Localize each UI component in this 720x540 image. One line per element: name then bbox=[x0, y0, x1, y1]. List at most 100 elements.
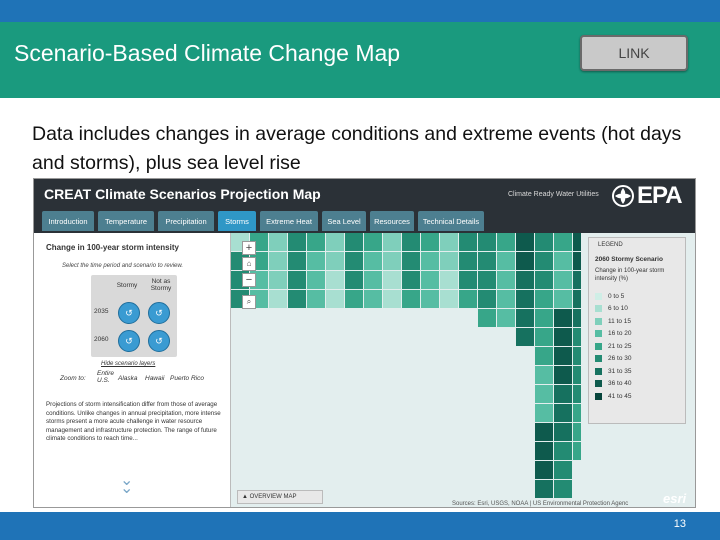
legend-swatch bbox=[595, 342, 602, 350]
storm-icon-2035-stormy[interactable]: ↺ bbox=[118, 302, 140, 324]
tab-extreme-heat[interactable]: Extreme Heat bbox=[260, 211, 318, 231]
map-grid-cell bbox=[554, 385, 572, 403]
map-grid-cell bbox=[440, 233, 458, 251]
legend-item: 11 to 15 bbox=[595, 317, 631, 325]
legend-label: 41 to 45 bbox=[608, 392, 632, 400]
map-grid-cell bbox=[269, 290, 287, 308]
legend-swatch bbox=[595, 392, 602, 400]
zoom-in-button[interactable]: + bbox=[242, 241, 256, 255]
map-grid-cell bbox=[516, 290, 534, 308]
tab-storms[interactable]: Storms bbox=[218, 211, 256, 231]
legend-swatch bbox=[595, 380, 602, 387]
storm-icon-2035-not-stormy[interactable]: ↺ bbox=[148, 302, 170, 324]
map-grid-cell bbox=[516, 271, 534, 289]
map-grid-cell bbox=[288, 271, 306, 289]
tab-precipitation[interactable]: Precipitation bbox=[158, 211, 214, 231]
map-grid-cell bbox=[535, 442, 553, 460]
top-accent-bar bbox=[0, 0, 720, 22]
home-icon[interactable]: ⌂ bbox=[242, 257, 256, 271]
slide-caption: Data includes changes in average conditi… bbox=[32, 123, 682, 174]
map-grid-cell bbox=[345, 233, 363, 251]
map-grid-cell bbox=[535, 309, 553, 327]
panel-heading: Change in 100-year storm intensity bbox=[46, 243, 179, 252]
map-grid-cell bbox=[402, 252, 420, 270]
legend-label: 26 to 30 bbox=[608, 355, 632, 362]
legend-label: 6 to 10 bbox=[608, 305, 628, 312]
map-grid-cell bbox=[478, 309, 496, 327]
map-sources: Sources: Esri, USGS, NOAA | US Environme… bbox=[452, 501, 629, 507]
link-button[interactable]: LINK bbox=[580, 35, 688, 71]
map-grid-cell bbox=[554, 290, 572, 308]
tab-introduction[interactable]: Introduction bbox=[42, 211, 94, 231]
tab-resources[interactable]: Resources bbox=[370, 211, 414, 231]
overview-map-label: OVERVIEW MAP bbox=[249, 494, 297, 500]
legend-item: 21 to 25 bbox=[595, 342, 632, 350]
map-grid-cell bbox=[383, 233, 401, 251]
map-grid-cell bbox=[421, 233, 439, 251]
map-grid-cell bbox=[288, 290, 306, 308]
legend-label: 31 to 35 bbox=[608, 367, 632, 375]
map-grid-cell bbox=[497, 271, 515, 289]
legend-item: 36 to 40 bbox=[595, 380, 632, 388]
legend-label: 36 to 40 bbox=[608, 380, 632, 387]
epa-logo-text: EPA bbox=[637, 182, 683, 209]
row-label-2060: 2060 bbox=[94, 336, 109, 343]
map-grid-cell bbox=[554, 347, 572, 365]
legend-label: 11 to 15 bbox=[608, 317, 632, 325]
map-grid-cell bbox=[516, 233, 534, 251]
map-grid-cell bbox=[554, 271, 572, 289]
map-grid-cell bbox=[497, 290, 515, 308]
storm-icon-2060-not-stormy[interactable]: ↺ bbox=[148, 330, 170, 352]
zoom-out-button[interactable]: − bbox=[242, 273, 256, 287]
map-grid-cell bbox=[383, 290, 401, 308]
legend-swatch bbox=[595, 330, 602, 337]
map-grid-cell bbox=[478, 233, 496, 251]
map-grid-cell bbox=[345, 252, 363, 270]
page-number: 13 bbox=[673, 518, 686, 530]
map-grid-cell bbox=[326, 252, 344, 270]
partner-label: Climate Ready Water Utilities bbox=[508, 191, 599, 198]
zoom-link-puerto-rico[interactable]: Puerto Rico bbox=[170, 375, 204, 382]
map-grid-cell bbox=[364, 252, 382, 270]
expand-chevron-icon[interactable]: ⌄ ⌄ bbox=[120, 472, 134, 497]
legend-item: 0 to 5 bbox=[595, 292, 624, 300]
map-grid-cell bbox=[535, 423, 553, 441]
search-icon[interactable]: ⌕ bbox=[242, 295, 256, 309]
zoom-link-alaska[interactable]: Alaska bbox=[118, 375, 138, 382]
map-grid-cell bbox=[440, 271, 458, 289]
map-grid-cell bbox=[535, 290, 553, 308]
legend-scenario: 2060 Stormy Scenario bbox=[595, 256, 663, 263]
map-grid-cell bbox=[535, 366, 553, 384]
map-grid-cell bbox=[383, 271, 401, 289]
tab-technical-details[interactable]: Technical Details bbox=[418, 211, 484, 231]
map-grid-cell bbox=[364, 290, 382, 308]
map-grid-cell bbox=[535, 385, 553, 403]
storm-icon-2060-stormy[interactable]: ↺ bbox=[118, 330, 140, 352]
map-grid-cell bbox=[440, 252, 458, 270]
slide-title: Scenario-Based Climate Change Map bbox=[14, 40, 401, 66]
map-grid-cell bbox=[535, 404, 553, 422]
map-grid-cell bbox=[554, 328, 572, 346]
zoom-link-hawaii[interactable]: Hawaii bbox=[145, 375, 165, 382]
zoom-link-entire-us[interactable]: Entire U.S. bbox=[97, 370, 114, 384]
map-grid-cell bbox=[535, 480, 553, 498]
map-grid-cell bbox=[421, 290, 439, 308]
map-grid-cell bbox=[440, 290, 458, 308]
overview-map-toggle[interactable]: ▲ OVERVIEW MAP bbox=[237, 490, 323, 504]
map-grid-cell bbox=[516, 309, 534, 327]
panel-fade bbox=[34, 453, 230, 493]
hide-scenario-layers-link[interactable]: Hide scenario layers bbox=[101, 361, 156, 367]
scenario-grid: Stormy Not as Stormy ↺ ↺ ↺ ↺ bbox=[91, 275, 177, 357]
map-grid-cell bbox=[554, 404, 572, 422]
tab-sea-level[interactable]: Sea Level bbox=[322, 211, 366, 231]
app-header: CREAT Climate Scenarios Projection Map C… bbox=[34, 179, 695, 211]
legend-swatch bbox=[595, 305, 602, 312]
map-grid-cell bbox=[402, 233, 420, 251]
map-view[interactable]: + ⌂ − ⌕ LEGEND 2060 Stormy Scenario Chan… bbox=[231, 233, 695, 507]
map-grid-cell bbox=[535, 233, 553, 251]
legend-item: 31 to 35 bbox=[595, 367, 632, 375]
epa-logo: EPA bbox=[612, 182, 683, 210]
legend-label: 21 to 25 bbox=[608, 342, 632, 350]
tab-temperature[interactable]: Temperature bbox=[98, 211, 154, 231]
map-grid-cell bbox=[364, 271, 382, 289]
